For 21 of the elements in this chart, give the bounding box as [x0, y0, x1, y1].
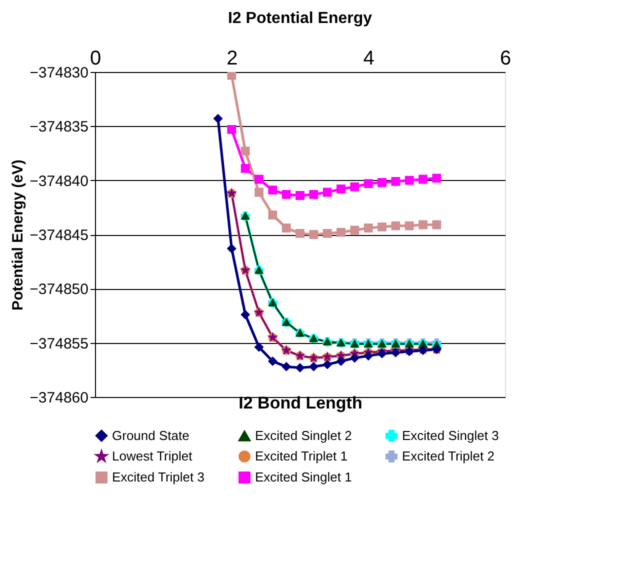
x-tick-label: 2: [226, 48, 238, 70]
legend-label: Excited Singlet 2: [255, 428, 352, 444]
legend-label: Excited Triplet 2: [402, 448, 494, 464]
y-tick-label: −374855: [30, 335, 88, 352]
y-tick-label: −374830: [30, 64, 88, 82]
x-tick-label: 0: [90, 48, 102, 70]
y-tick-label: −374840: [30, 172, 88, 190]
legend-label: Excited Triplet 3: [112, 470, 204, 484]
y-tick-label: −374835: [30, 118, 88, 136]
chart-title: I2 Potential Energy: [228, 10, 372, 27]
legend-label: Ground State: [112, 428, 190, 443]
legend-label: Excited Singlet 1: [255, 470, 352, 484]
y-tick-label: −374860: [30, 390, 88, 406]
legend-label: Excited Triplet 1: [255, 448, 348, 464]
y-axis-title: Potential Energy (eV): [10, 160, 27, 310]
y-tick-label: −374845: [30, 227, 88, 244]
legend-label: Lowest Triplet: [112, 448, 193, 464]
x-tick-label: 6: [500, 48, 512, 70]
y-tick-label: −374850: [30, 281, 88, 298]
x-tick-label: 4: [363, 48, 374, 70]
legend-label: Excited Singlet 3: [402, 428, 499, 443]
